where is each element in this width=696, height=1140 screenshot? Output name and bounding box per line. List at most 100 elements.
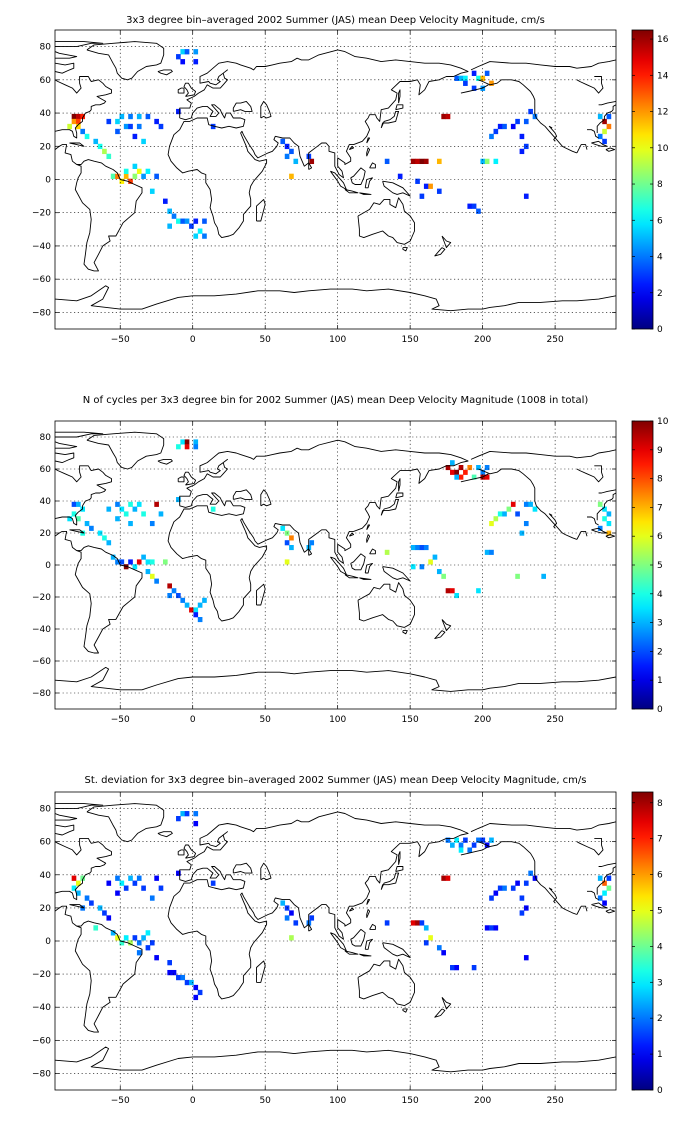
bin-cell: [210, 506, 216, 512]
x-tick-label: 250: [547, 335, 564, 345]
bin-cell: [463, 75, 468, 81]
coastline: [366, 909, 371, 918]
bin-cell: [606, 875, 612, 881]
bin-cell: [106, 118, 112, 125]
coastline: [369, 162, 376, 169]
bin-cell: [193, 59, 199, 65]
coastline: [402, 630, 408, 635]
bin-cell: [606, 511, 612, 517]
bin-cell: [454, 593, 460, 599]
colorbar: 0 1 2 3 4 5 6 7 8 9 10: [631, 417, 669, 715]
coastline: [55, 1046, 616, 1073]
y-tick-label: 20: [40, 529, 52, 539]
bin-cell: [284, 559, 290, 565]
coastline: [55, 530, 143, 654]
colorbar-tick-label: 1: [657, 1050, 663, 1060]
bin-cell: [450, 588, 455, 594]
y-tick-label: 40: [40, 497, 52, 507]
bin-cell: [519, 133, 525, 140]
bin-cell: [519, 148, 525, 155]
bin-cell: [489, 895, 494, 901]
bin-cell: [193, 444, 199, 450]
coastline: [380, 110, 400, 129]
bin-cell: [428, 183, 433, 189]
bin-cell: [184, 444, 190, 450]
bin-cell: [415, 158, 420, 165]
coastline: [478, 841, 578, 915]
bin-cell: [171, 213, 177, 219]
bin-cell: [76, 113, 81, 120]
bin-cell: [202, 218, 207, 224]
bin-cell: [106, 506, 112, 512]
bin-cell: [476, 588, 481, 594]
y-tick-label: 80: [40, 805, 52, 815]
coastline: [478, 468, 578, 540]
bin-cell: [193, 439, 199, 445]
coastline: [183, 844, 197, 859]
bin-cell: [189, 979, 194, 986]
y-tick-label: 40: [40, 871, 52, 881]
coastline: [382, 566, 411, 582]
colorbar-tick-label: 0: [657, 1086, 663, 1096]
bin-cell: [597, 895, 603, 901]
coastline: [359, 953, 372, 957]
bin-cell: [136, 123, 142, 130]
bin-cell: [132, 935, 138, 941]
coastline: [596, 492, 616, 521]
coastline: [260, 862, 272, 881]
bin-cell: [293, 158, 299, 165]
bin-cell: [154, 173, 159, 179]
y-tick-label: −80: [32, 308, 51, 318]
bin-cell: [84, 521, 90, 527]
coastline: [86, 41, 165, 81]
coastline: [55, 285, 616, 312]
bin-cell: [602, 118, 607, 125]
coastline: [596, 866, 616, 895]
bin-cell: [280, 138, 286, 145]
coastline: [55, 803, 104, 810]
colorbar-tick-label: 6: [657, 871, 663, 881]
bin-cell: [128, 113, 133, 120]
bin-cell: [484, 474, 490, 480]
x-tick-label: 50: [259, 335, 271, 345]
bin-cell: [602, 516, 607, 522]
bin-cell: [180, 974, 186, 981]
y-tick-label: 80: [40, 433, 52, 443]
bin-cell: [193, 218, 199, 224]
y-tick-label: 80: [40, 43, 52, 53]
bin-cell: [597, 525, 603, 531]
bin-cell: [419, 920, 425, 926]
coastline: [183, 82, 197, 97]
bin-cell: [180, 49, 186, 55]
bin-cell: [602, 128, 607, 135]
bin-cell: [176, 108, 181, 115]
x-tick-label: −50: [111, 1096, 130, 1106]
colorbar-tick-label: 2: [657, 1014, 663, 1024]
coastline: [55, 76, 112, 139]
bin-cell: [484, 158, 490, 165]
bin-cell: [493, 925, 499, 931]
coastline: [357, 197, 415, 245]
y-tick-label: −60: [32, 1036, 51, 1046]
bin-cell: [597, 875, 603, 881]
y-tick-label: −40: [32, 625, 51, 635]
bin-cell: [119, 880, 125, 886]
bin-cell: [123, 511, 129, 517]
coastline: [598, 489, 616, 494]
bin-cell: [289, 535, 294, 541]
coastline: [576, 144, 588, 154]
coastline: [591, 902, 608, 909]
colorbar-tick-label: 14: [657, 71, 669, 81]
y-tick-label: 0: [45, 176, 51, 186]
colorbar-tick-label: 3: [657, 978, 663, 988]
bin-cell: [149, 940, 155, 946]
coastline: [55, 441, 78, 449]
coastline: [167, 49, 469, 239]
coastline: [366, 524, 371, 531]
bin-cell: [523, 521, 529, 527]
colorbar-tick-label: 4: [657, 253, 663, 263]
bin-cell: [502, 885, 507, 891]
bin-cell: [158, 123, 164, 130]
colorbar-tick-label: 4: [657, 590, 663, 600]
bin-cell: [445, 837, 451, 843]
